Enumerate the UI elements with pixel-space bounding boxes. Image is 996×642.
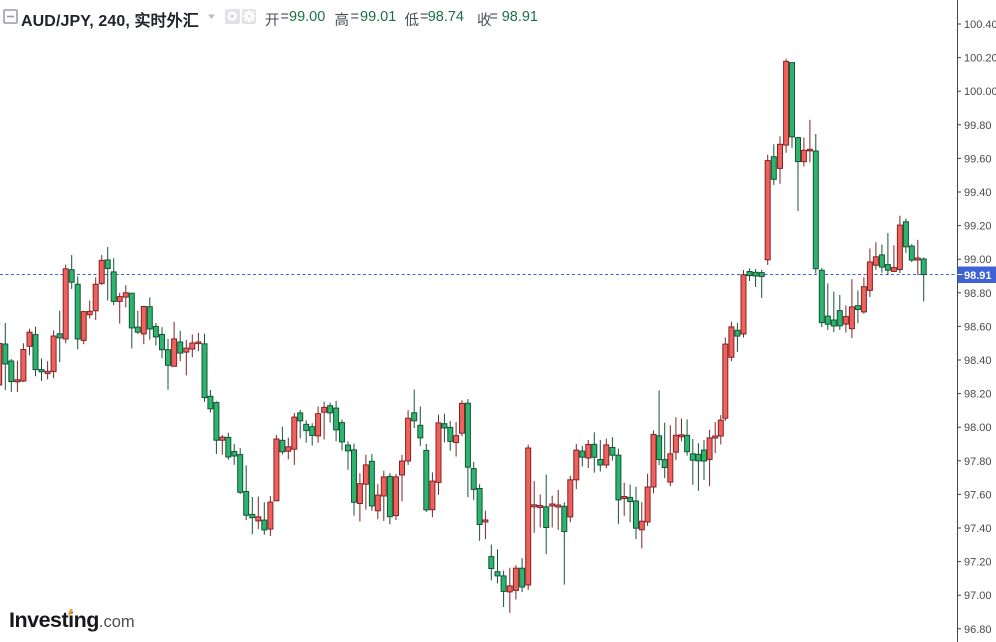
svg-text:97.40: 97.40: [964, 523, 992, 535]
svg-text:98.80: 98.80: [964, 288, 992, 300]
svg-text:98.40: 98.40: [964, 355, 992, 367]
svg-text:97.80: 97.80: [964, 456, 992, 468]
svg-text:97.00: 97.00: [964, 590, 992, 602]
svg-text:96.80: 96.80: [964, 624, 992, 636]
svg-text:99.00: 99.00: [964, 254, 992, 266]
svg-text:99.60: 99.60: [964, 153, 992, 165]
svg-text:100.40: 100.40: [964, 19, 996, 31]
svg-text:99.20: 99.20: [964, 221, 992, 233]
svg-text:100.00: 100.00: [964, 86, 996, 98]
svg-text:98.20: 98.20: [964, 389, 992, 401]
svg-text:97.60: 97.60: [964, 489, 992, 501]
svg-text:98.00: 98.00: [964, 422, 992, 434]
svg-text:97.20: 97.20: [964, 557, 992, 569]
svg-text:98.60: 98.60: [964, 321, 992, 333]
svg-text:99.40: 99.40: [964, 187, 992, 199]
svg-text:98.91: 98.91: [964, 270, 992, 282]
svg-text:100.20: 100.20: [964, 53, 996, 65]
svg-text:99.80: 99.80: [964, 120, 992, 132]
